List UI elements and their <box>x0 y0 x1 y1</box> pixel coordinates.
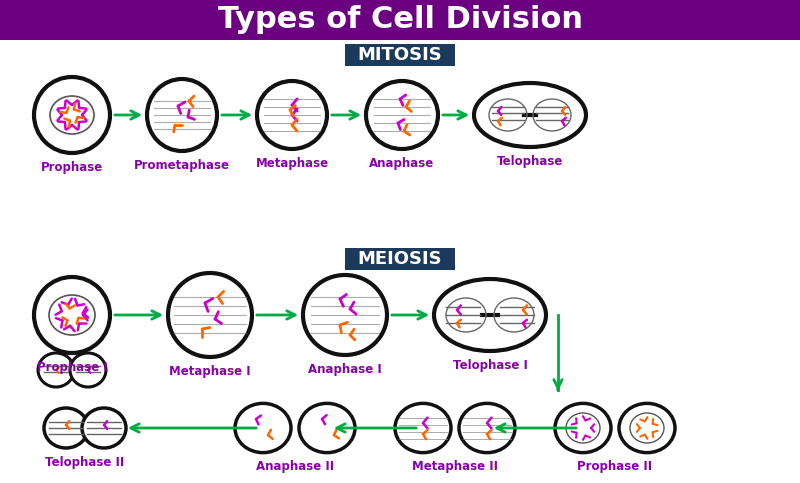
Ellipse shape <box>235 403 291 453</box>
Ellipse shape <box>82 408 126 448</box>
Text: Anaphase II: Anaphase II <box>256 460 334 473</box>
Ellipse shape <box>38 353 74 387</box>
Ellipse shape <box>303 275 387 355</box>
Text: Metaphase I: Metaphase I <box>169 365 251 378</box>
Ellipse shape <box>459 403 515 453</box>
FancyBboxPatch shape <box>345 248 455 270</box>
Text: Telophase: Telophase <box>497 155 563 168</box>
Text: Prophase II: Prophase II <box>578 460 653 473</box>
Ellipse shape <box>555 403 611 453</box>
Text: Prophase: Prophase <box>41 161 103 174</box>
Ellipse shape <box>147 79 217 151</box>
Text: Telophase I: Telophase I <box>453 359 527 372</box>
Text: MITOSIS: MITOSIS <box>358 46 442 64</box>
FancyBboxPatch shape <box>345 44 455 66</box>
Ellipse shape <box>168 273 252 357</box>
FancyBboxPatch shape <box>0 0 800 40</box>
Text: Metaphase: Metaphase <box>255 157 329 170</box>
Text: Prometaphase: Prometaphase <box>134 159 230 172</box>
Ellipse shape <box>434 279 546 351</box>
Text: Prophase I: Prophase I <box>37 361 107 374</box>
Ellipse shape <box>70 353 106 387</box>
Ellipse shape <box>474 83 586 147</box>
Text: Anaphase: Anaphase <box>370 157 434 170</box>
Ellipse shape <box>44 408 88 448</box>
Ellipse shape <box>619 403 675 453</box>
Text: Telophase II: Telophase II <box>46 456 125 469</box>
Text: Types of Cell Division: Types of Cell Division <box>218 5 582 34</box>
Text: Metaphase II: Metaphase II <box>412 460 498 473</box>
Text: Anaphase I: Anaphase I <box>308 363 382 376</box>
Ellipse shape <box>257 81 327 149</box>
Text: MEIOSIS: MEIOSIS <box>358 250 442 268</box>
Ellipse shape <box>34 77 110 153</box>
Ellipse shape <box>299 403 355 453</box>
Ellipse shape <box>395 403 451 453</box>
Ellipse shape <box>366 81 438 149</box>
Ellipse shape <box>34 277 110 353</box>
